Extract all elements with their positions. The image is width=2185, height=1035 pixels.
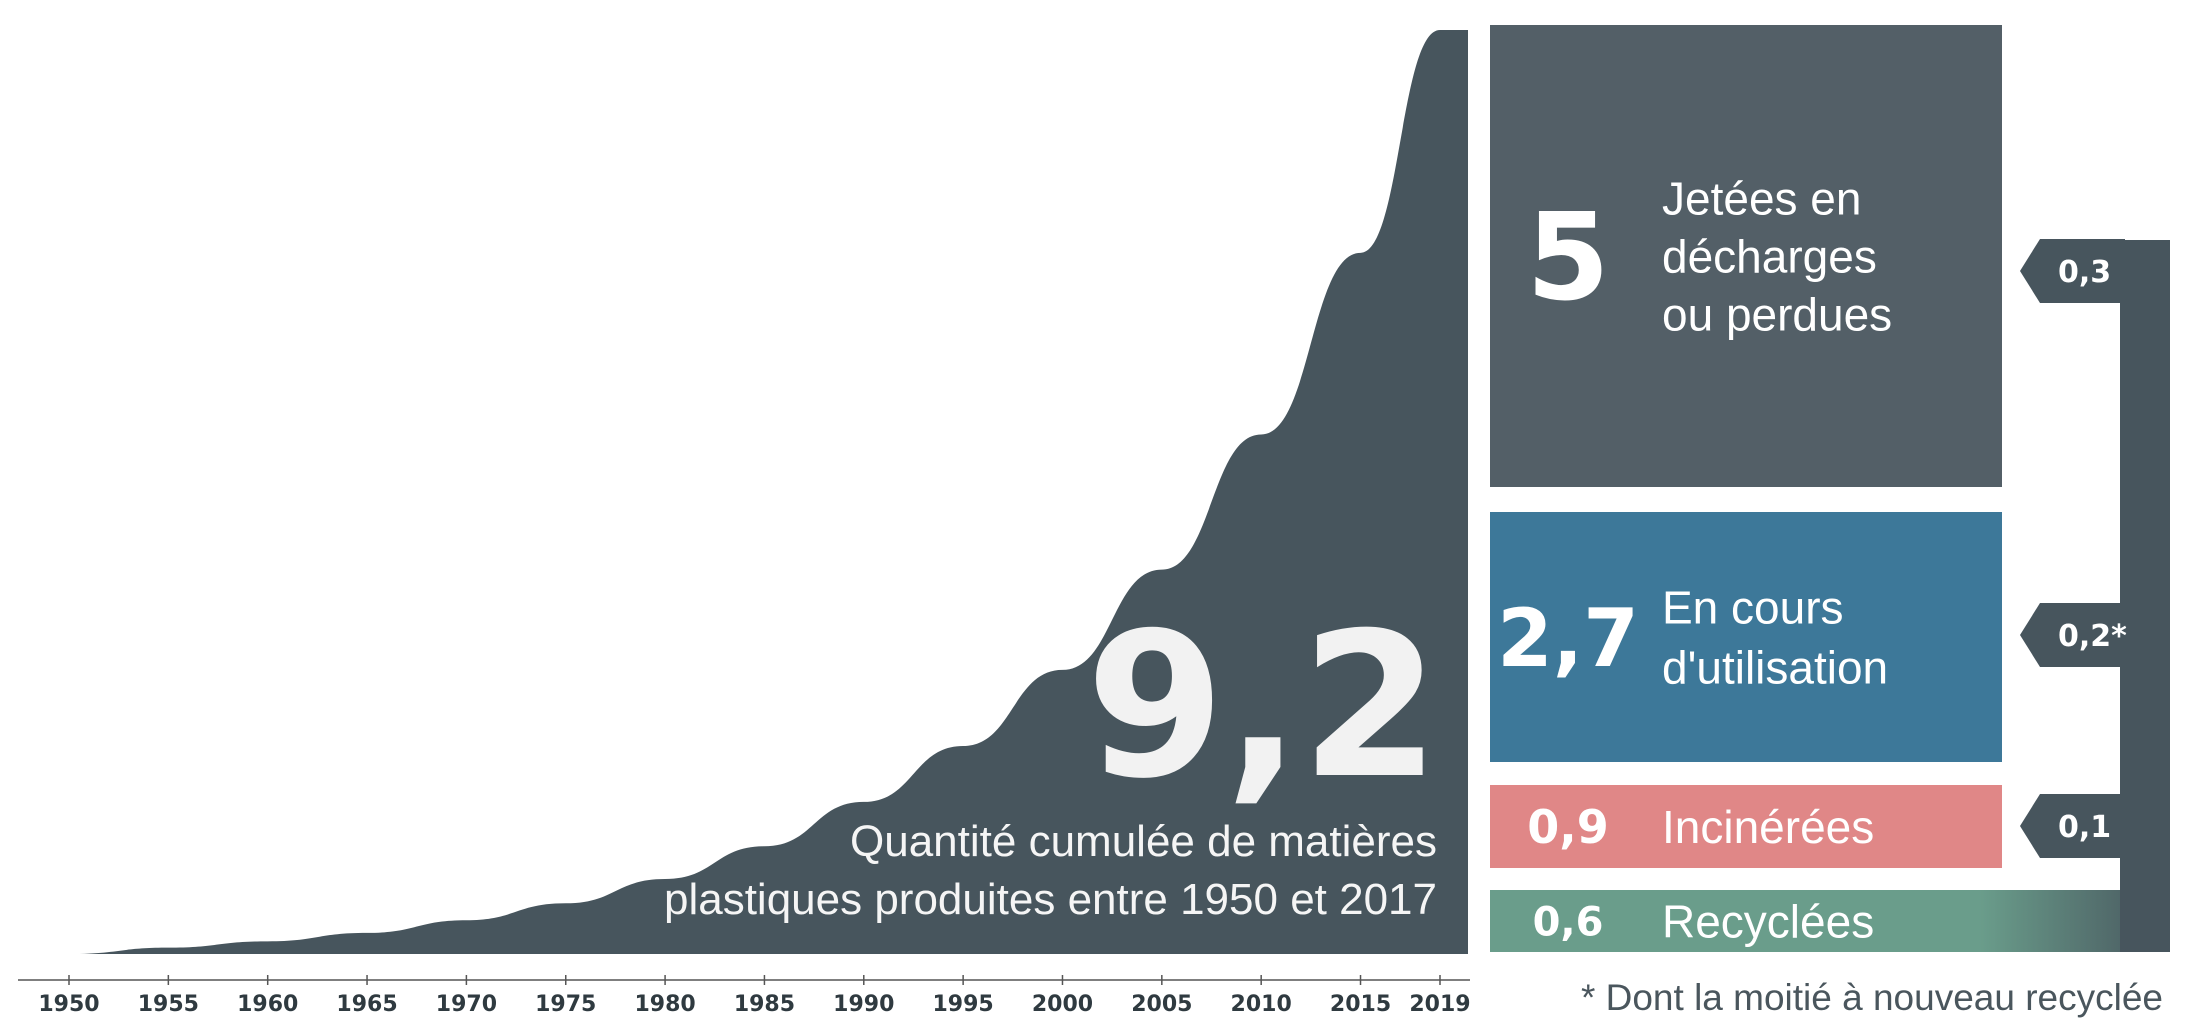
segment-label: Incinérées: [1662, 801, 1874, 853]
area-series: [18, 30, 1468, 954]
segment-value: 2,7: [1497, 592, 1639, 685]
segment-label: Recyclées: [1662, 896, 1874, 948]
segment-block: [1490, 785, 2002, 868]
total-caption-line-1: Quantité cumulée de matières: [850, 817, 1437, 866]
breakdown-bar: 5 Jetées en décharges ou perdues 2,7 En cours…: [1490, 25, 2170, 952]
x-tick-label: 1950: [38, 992, 99, 1017]
flow-tag: [2020, 794, 2125, 858]
segment-block: [1490, 512, 2002, 762]
segment-block: [1490, 25, 2002, 487]
total-caption-line-2: plastiques produites entre 1950 et 2017: [664, 875, 1437, 924]
flow-value: 0,1: [2058, 810, 2111, 845]
flow-tag: [2020, 239, 2125, 303]
segment-value: 0,9: [1527, 800, 1609, 854]
x-tick-label: 1990: [833, 992, 894, 1017]
flow-connector: [2120, 240, 2170, 952]
segment-label: Jetées en: [1662, 173, 1861, 225]
x-tick-label: 1975: [535, 992, 596, 1017]
flow-value: 0,3: [2058, 255, 2111, 290]
x-tick-label: 1965: [336, 992, 397, 1017]
x-tick-label: 1995: [933, 992, 994, 1017]
recycling-flows: 0,3 0,2* 0,1: [2020, 239, 2170, 952]
footnote: * Dont la moitié à nouveau recyclée: [1581, 977, 2163, 1018]
segment-value: 5: [1526, 189, 1610, 328]
x-tick-label: 1960: [237, 992, 298, 1017]
segment-label: d'utilisation: [1662, 642, 1888, 694]
x-tick-label: 2000: [1032, 992, 1093, 1017]
x-tick-label: 2005: [1131, 992, 1192, 1017]
flow-value: 0,2*: [2058, 619, 2127, 654]
total-value: 9,2: [1086, 590, 1440, 823]
x-tick-label: 2019: [1409, 992, 1470, 1017]
segment-block: [1490, 890, 2170, 952]
cumulative-area: [18, 30, 1468, 954]
segment-label: ou perdues: [1662, 289, 1892, 341]
segment-label: En cours: [1662, 582, 1844, 634]
x-tick-label: 2010: [1231, 992, 1292, 1017]
x-tick-label: 1955: [138, 992, 199, 1017]
x-tick-label: 1985: [734, 992, 795, 1017]
x-tick-label: 1970: [436, 992, 497, 1017]
x-tick-label: 2015: [1330, 992, 1391, 1017]
x-axis: 1950 1955 1960 1965 1970 1975 1980 1985 1990 1995…: [18, 975, 1471, 1017]
x-tick-label: 1980: [634, 992, 695, 1017]
flow-tag: [2020, 603, 2125, 667]
segment-label: décharges: [1662, 231, 1877, 283]
segment-value: 0,6: [1533, 899, 1604, 945]
